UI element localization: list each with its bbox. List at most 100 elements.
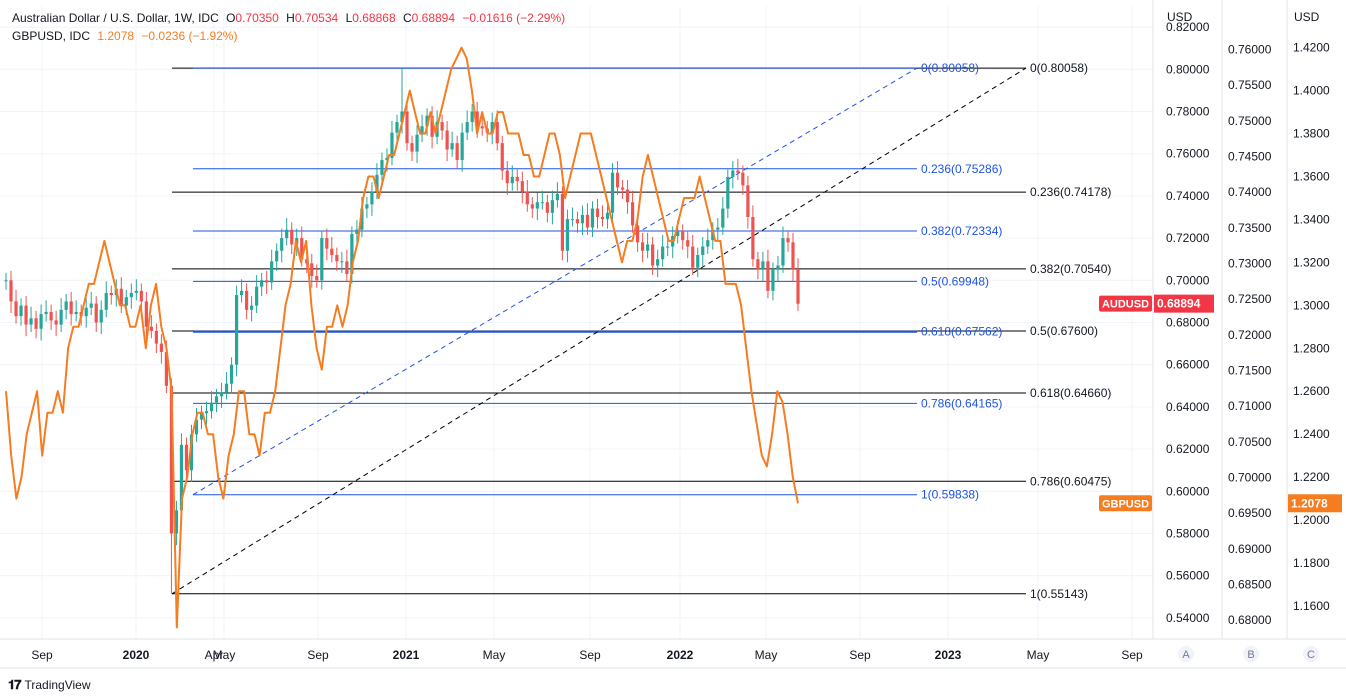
candle-body-39 xyxy=(199,413,204,420)
candle-body-91 xyxy=(460,132,464,161)
candle-body-157 xyxy=(791,242,795,270)
fib-blue-label-2: 0.382(0.72334) xyxy=(921,224,1002,238)
last-price-audusd[interactable]: AUDUSD 0.68894 xyxy=(1099,294,1214,313)
open-label: O xyxy=(226,11,236,25)
close-number: 0.68894 xyxy=(411,11,456,25)
x-tick-4: Sep xyxy=(307,648,329,662)
axis-c-tick-1: 1.4000 xyxy=(1293,84,1330,98)
fibonacci-retracements[interactable]: 0(0.80058) 0.236(0.74178) 0.382(0.70540) 0.… xyxy=(172,61,1111,601)
axis-b-tick-15: 0.69000 xyxy=(1228,542,1272,556)
candle-body-124 xyxy=(625,189,630,203)
axis-a-tick-3: 0.76000 xyxy=(1166,147,1210,161)
axis-b-tick-17: 0.68000 xyxy=(1228,613,1272,627)
candle-body-83 xyxy=(420,126,424,135)
candle-body-154 xyxy=(776,265,780,270)
candle-body-105 xyxy=(530,204,534,209)
candle-body-127 xyxy=(641,242,645,251)
candle-body-152 xyxy=(766,261,770,291)
candle-body-147 xyxy=(741,172,745,186)
axis-c-tick-11: 1.2000 xyxy=(1293,513,1330,527)
candle-body-131 xyxy=(661,246,665,260)
pane-button-a[interactable]: A xyxy=(1182,649,1190,661)
candle-body-150 xyxy=(756,259,760,270)
audusd-change: −0.01616 (−2.29%) xyxy=(462,11,566,25)
candle-body-26 xyxy=(134,290,138,293)
axis-a-unit: USD xyxy=(1167,10,1193,24)
candle-body-4 xyxy=(24,305,28,325)
axis-a-tick-14: 0.54000 xyxy=(1166,611,1210,625)
x-tick-0: Sep xyxy=(31,648,53,662)
legend-audusd[interactable]: Australian Dollar / U.S. Dollar, 1W, IDC… xyxy=(12,11,569,25)
pane-button-b-bg[interactable] xyxy=(1243,646,1259,662)
last-value-bg-0 xyxy=(1154,294,1214,313)
candle-body-101 xyxy=(510,176,514,184)
x-tick-1: 2020 xyxy=(123,648,150,662)
axis-c-tick-12: 1.1800 xyxy=(1293,556,1330,570)
x-tick-7: Sep xyxy=(579,648,601,662)
pane-button-c-bg[interactable] xyxy=(1303,646,1319,662)
fib-blue-label-3: 0.5(0.69948) xyxy=(921,274,989,288)
candle-body-145 xyxy=(731,170,735,177)
candle-body-107 xyxy=(540,202,544,204)
candle-body-19 xyxy=(99,309,103,323)
candle-body-90 xyxy=(455,143,459,161)
candle-body-119 xyxy=(600,217,605,220)
candle-body-79 xyxy=(400,111,404,123)
last-price-gbpusd[interactable]: GBPUSD 1.2078 xyxy=(1099,494,1342,513)
last-name-1: GBPUSD xyxy=(1102,498,1149,510)
close-label: C xyxy=(402,11,412,25)
pane-button-c[interactable]: C xyxy=(1307,649,1315,661)
axis-c-tick-0: 1.4200 xyxy=(1293,41,1330,55)
legend-gbpusd[interactable]: GBPUSD, IDC 1.2078 −0.0236 (−1.92%) xyxy=(12,29,241,43)
candle-body-28 xyxy=(144,301,148,327)
fib-blue-label-4: 0.618(0.67562) xyxy=(921,325,1002,339)
candle-body-52 xyxy=(265,280,269,283)
candle-body-97 xyxy=(490,122,494,133)
candle-body-24 xyxy=(124,297,128,306)
candle-body-136 xyxy=(686,240,690,247)
candle-body-144 xyxy=(726,176,730,209)
grid-lines xyxy=(0,6,1153,639)
candle-body-21 xyxy=(109,292,113,296)
candle-body-116 xyxy=(585,214,590,228)
candle-body-85 xyxy=(430,115,434,137)
fib-blue-label-6: 1(0.59838) xyxy=(921,488,979,502)
axes-frame xyxy=(0,0,1346,669)
candle-body-130 xyxy=(656,259,660,266)
pane-button-a-bg[interactable] xyxy=(1178,646,1194,662)
candle-body-65 xyxy=(330,248,334,255)
candle-body-59 xyxy=(300,238,304,260)
candle-body-110 xyxy=(555,193,559,201)
candle-body-82 xyxy=(415,134,419,152)
candle-body-118 xyxy=(595,208,600,217)
audusd-candles xyxy=(4,68,800,594)
candle-body-151 xyxy=(761,261,765,270)
candle-body-155 xyxy=(781,238,785,266)
price-axes[interactable]: 0.82000 0.80000 0.78000 0.76000 0.74000 0.720… xyxy=(1099,10,1342,627)
gbpusd-line xyxy=(5,46,799,629)
candle-body-99 xyxy=(500,143,504,171)
candle-body-123 xyxy=(620,187,625,190)
last-name-bg-0 xyxy=(1099,295,1152,312)
last-value-1: 1.2078 xyxy=(1291,496,1328,510)
candle-body-78 xyxy=(395,122,399,133)
fib-black-label-6: 1(0.55143) xyxy=(1030,587,1088,601)
candle-body-8 xyxy=(44,311,48,315)
candle-body-87 xyxy=(440,122,444,131)
axis-a-tick-8: 0.66000 xyxy=(1166,358,1210,372)
candle-body-129 xyxy=(651,244,655,266)
candle-body-50 xyxy=(255,286,259,306)
candle-body-40 xyxy=(204,411,209,414)
tradingview-logo[interactable]: 𝟏𝟕 TradingView xyxy=(8,677,91,693)
candle-body-7 xyxy=(39,314,43,329)
candle-body-103 xyxy=(520,181,524,192)
pane-button-b[interactable]: B xyxy=(1247,649,1254,661)
candle-body-140 xyxy=(706,240,710,247)
fib-black-label-1: 0.236(0.74178) xyxy=(1030,185,1111,199)
candle-body-132 xyxy=(666,246,670,248)
axis-b-tick-6: 0.73500 xyxy=(1228,221,1272,235)
candle-body-94 xyxy=(475,111,479,127)
axis-c-tick-8: 1.2600 xyxy=(1293,384,1330,398)
